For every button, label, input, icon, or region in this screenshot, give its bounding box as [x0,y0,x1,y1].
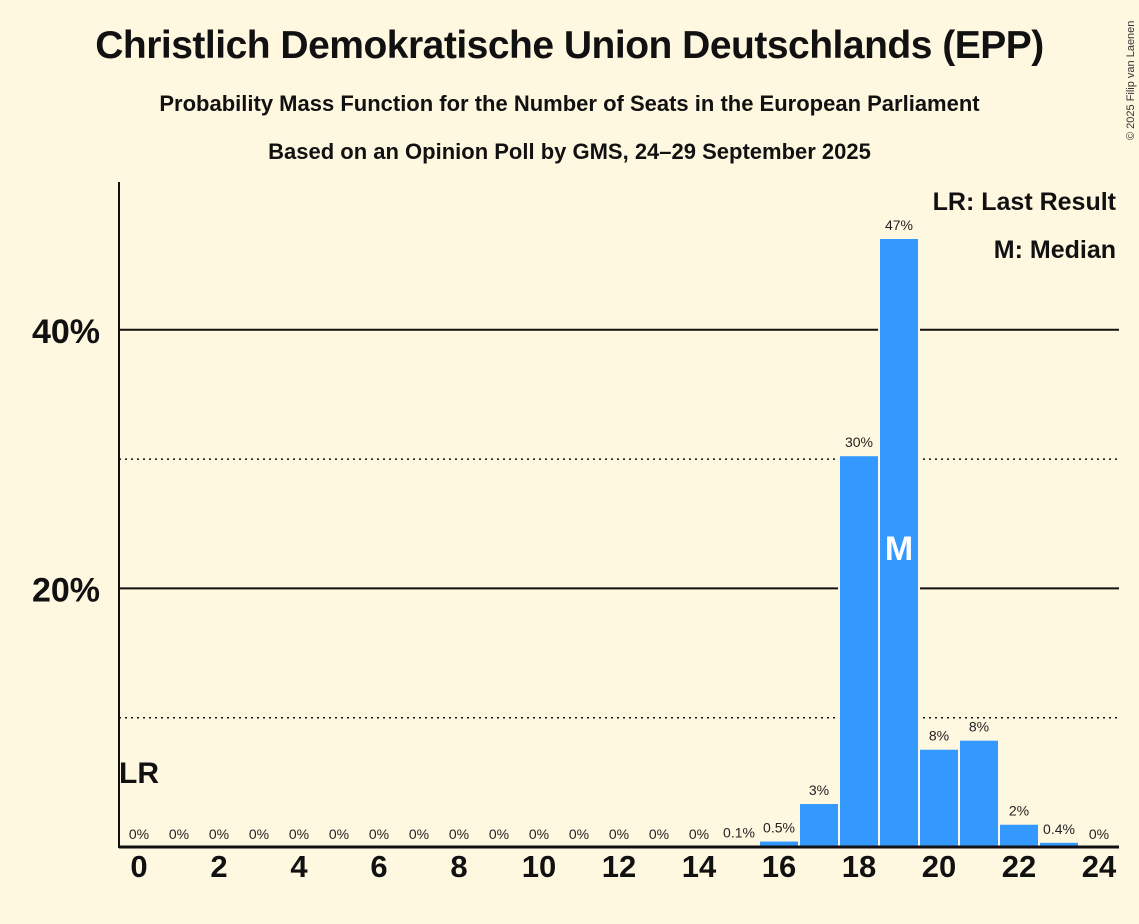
x-tick-label: 12 [602,849,636,884]
bar-label-bg [810,782,828,800]
bar-value-label: 0% [169,826,189,842]
bar-value-label: 0% [649,826,669,842]
legend-entry: M: Median [994,236,1116,264]
x-tick-label: 22 [1002,849,1036,884]
bar-value-label: 0% [289,826,309,842]
bar-value-label: 0.1% [723,825,755,841]
chart-subtitle: Probability Mass Function for the Number… [159,91,980,116]
x-tick-label: 24 [1082,849,1117,884]
x-tick-label: 18 [842,849,876,884]
bar-label-bg [570,826,588,843]
bar-value-label: 0% [369,826,389,842]
bar-value-label: 0% [449,826,469,842]
bar-value-label: 0% [329,826,349,842]
bar-label-bg [1090,826,1108,843]
bar-value-label: 47% [885,217,913,233]
bar-value-label: 0% [689,826,709,842]
bar-value-label: 0% [409,826,429,842]
bar-value-label: 8% [969,719,989,735]
bar-value-label: 0.5% [763,820,795,836]
bar-value-label: 0% [1089,826,1109,842]
bar-value-label: 30% [845,434,873,450]
bar-label-bg [763,819,795,837]
x-tick-label: 2 [210,849,227,884]
bar [918,747,960,848]
chart-subtitle-source: Based on an Opinion Poll by GMS, 24–29 S… [268,139,871,164]
x-tick-label: 4 [290,849,308,884]
bar-label-bg [886,216,912,234]
y-tick-label: 40% [32,313,100,351]
bar-value-label: 0% [129,826,149,842]
bar-label-bg [130,826,148,843]
bar-label-bg [723,824,755,842]
bar-value-label: 0% [489,826,509,842]
bar-label-bg [250,826,268,843]
bar-label-bg [846,434,872,452]
x-tick-label: 16 [762,849,796,884]
bar-value-label: 0% [529,826,549,842]
bar-label-bg [210,826,228,843]
bar-label-bg [610,826,628,843]
bar-label-bg [170,826,188,843]
bar-value-label: 0% [609,826,629,842]
x-tick-label: 10 [522,849,556,884]
bar-label-bg [690,826,708,843]
y-tick-label: 20% [32,571,100,609]
bar-value-label: 0.4% [1043,821,1075,837]
bar [878,236,920,848]
bar-label-bg [1010,802,1028,820]
bar-label-bg [930,727,948,745]
bar [998,822,1040,849]
bar-value-label: 0% [209,826,229,842]
bar [838,454,880,848]
legend-entry: LR: Last Result [933,188,1117,216]
bar-label-bg [970,718,988,736]
x-tick-label: 8 [450,849,467,884]
x-tick-label: 14 [682,849,717,884]
bar-label-bg [450,826,468,843]
bar-label-bg [650,826,668,843]
bar-value-label: 0% [249,826,269,842]
bar-label-bg [410,826,428,843]
bar-label-bg [370,826,388,843]
x-tick-label: 20 [922,849,956,884]
last-result-marker: LR [119,757,159,790]
bar [798,802,840,849]
bar-label-bg [1043,820,1075,838]
bar-label-bg [490,826,508,843]
bar-label-bg [290,826,308,843]
bar-label-bg [530,826,548,843]
median-marker: M [885,530,913,568]
bar-value-label: 0% [569,826,589,842]
bar-value-label: 2% [1009,803,1029,819]
bar [958,738,1000,849]
chart-title: Christlich Demokratische Union Deutschla… [95,24,1044,67]
x-tick-label: 0 [130,849,147,884]
bar-value-label: 8% [929,728,949,744]
x-tick-label: 6 [370,849,387,884]
bar-label-bg [330,826,348,843]
bar-value-label: 3% [809,782,829,798]
